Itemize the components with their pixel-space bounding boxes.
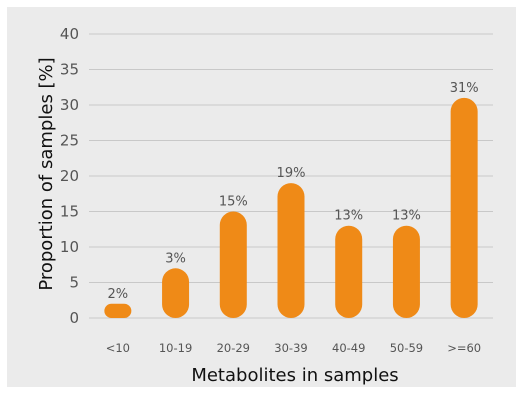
y-tick-label: 35	[60, 61, 79, 79]
bar	[104, 303, 132, 318]
bars	[104, 97, 478, 319]
data-label: 2%	[108, 287, 129, 302]
x-tick-label: 30-39	[274, 341, 307, 355]
data-label: 19%	[277, 166, 306, 181]
y-tick-label: 10	[60, 238, 79, 256]
gridlines	[89, 33, 493, 319]
data-label: 13%	[334, 209, 363, 224]
data-label: 31%	[450, 81, 479, 96]
y-tick-label: 40	[60, 25, 79, 43]
x-tick-label: 10-19	[159, 341, 192, 355]
y-tick-label: 30	[60, 96, 79, 114]
bar	[450, 97, 478, 319]
chart-panel: 0 5 10 15 20 25 30 35 40 2% 3% 15% 19% 13% 13% 31% <10…	[7, 7, 516, 387]
y-tick-label: 0	[69, 309, 79, 327]
data-label: 3%	[165, 251, 186, 266]
y-tick-label: 15	[60, 203, 79, 221]
x-tick-label: <10	[106, 341, 130, 355]
x-tick-label: 50-59	[390, 341, 423, 355]
bar	[162, 268, 190, 318]
bar-chart: 0 5 10 15 20 25 30 35 40 2% 3% 15% 19% 13% 13% 31% <10…	[36, 25, 493, 386]
bar	[335, 225, 363, 318]
y-axis-ticks: 0 5 10 15 20 25 30 35 40	[60, 25, 79, 327]
x-tick-label: >=60	[447, 341, 481, 355]
bar	[392, 225, 420, 318]
data-labels: 2% 3% 15% 19% 13% 13% 31%	[108, 81, 479, 302]
x-tick-label: 40-49	[332, 341, 365, 355]
x-axis-ticks: <10 10-19 20-29 30-39 40-49 50-59 >=60	[106, 341, 481, 355]
y-tick-label: 25	[60, 132, 79, 150]
y-tick-label: 5	[69, 274, 79, 292]
y-tick-label: 20	[60, 167, 79, 185]
x-axis-title: Metabolites in samples	[191, 365, 398, 386]
y-axis-title: Proportion of samples [%]	[36, 57, 57, 290]
bar	[219, 211, 247, 318]
data-label: 13%	[392, 209, 421, 224]
x-tick-label: 20-29	[217, 341, 250, 355]
data-label: 15%	[219, 195, 248, 210]
bar	[277, 183, 305, 318]
